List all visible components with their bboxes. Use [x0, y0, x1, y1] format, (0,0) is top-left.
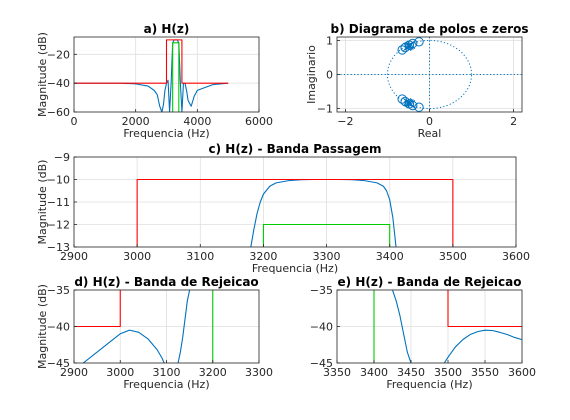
series-line-response-0 [391, 290, 412, 363]
y-axis-label: Imaginario [305, 45, 318, 104]
zero-marker-5 [397, 94, 407, 104]
x-tick-label: 3000 [123, 250, 151, 263]
chart-c: 2900 3000 3100 3200 3300 3400 3500 3600 −13 −12 −1… [36, 142, 530, 275]
chart-e: 3350 3400 3450 3500 3550 3600 −45 −40 −35 e) H(z)… [310, 275, 536, 391]
x-tick-label: 3200 [249, 250, 277, 263]
zero-marker-3 [407, 38, 418, 49]
zero-marker-4 [414, 37, 424, 47]
x-tick-label: 3100 [153, 366, 181, 379]
series-line-template-1 [74, 39, 229, 84]
series-line-template-2 [262, 223, 391, 247]
plot-marks [74, 39, 229, 112]
y-tick-label: −45 [47, 357, 70, 370]
y-tick-label: −60 [47, 106, 70, 119]
plot-marks [337, 37, 522, 112]
zero-marker-0 [397, 45, 407, 55]
x-tick-label: 3000 [106, 366, 134, 379]
plot-marks [373, 290, 522, 363]
plot-marks [136, 178, 454, 247]
x-tick-label: 3300 [245, 366, 273, 379]
x-tick-label: 3450 [397, 366, 425, 379]
chart-d: 2900 3000 3100 3200 3300 −45 −40 −35 d) H(z) - B… [36, 275, 273, 391]
x-tick-label: 3600 [502, 250, 530, 263]
x-tick-label: −2 [337, 115, 353, 128]
series-line-response-0 [74, 39, 229, 112]
y-tick-label: −1 [317, 103, 333, 116]
axes-frame [73, 36, 260, 113]
y-tick-label: −40 [310, 321, 333, 334]
plot-marks [74, 290, 214, 363]
pole-marker-7 [406, 100, 416, 109]
series-line-template-2 [447, 290, 522, 328]
y-tick-label: 1 [326, 34, 333, 47]
y-tick-label: −40 [47, 321, 70, 334]
x-tick-label: 3400 [360, 366, 388, 379]
x-axis-label: Real [418, 127, 442, 140]
x-axis-label: Frequencia (Hz) [123, 127, 209, 140]
y-tick-label: −13 [47, 241, 70, 254]
zero-marker-9 [414, 102, 424, 112]
x-tick-label: 3350 [323, 366, 351, 379]
x-axis-label: Frequencia (Hz) [123, 378, 209, 391]
x-tick-label: 2900 [60, 250, 88, 263]
x-tick-label: 6000 [245, 115, 273, 128]
y-tick-label: −20 [47, 48, 70, 61]
y-tick-label: −35 [310, 284, 333, 297]
x-tick-label: 3550 [471, 366, 499, 379]
series-line-template-1 [136, 178, 454, 247]
chart-title: e) H(z) - Banda de Rejeicao [338, 275, 522, 289]
y-tick-label: −11 [47, 196, 70, 209]
series-line-response-0 [82, 329, 165, 363]
x-tick-label: 0 [71, 115, 78, 128]
x-tick-label: 3500 [434, 366, 462, 379]
chart-title: b) Diagrama de polos e zeros [331, 22, 529, 36]
x-tick-label: 3400 [376, 250, 404, 263]
series-line-template-2 [74, 290, 121, 328]
x-tick-label: 3600 [508, 366, 536, 379]
y-tick-label: −45 [310, 357, 333, 370]
x-tick-label: 2900 [60, 366, 88, 379]
zero-marker-8 [407, 100, 418, 111]
y-axis-label: Magnitude (dB) [36, 32, 49, 117]
x-tick-label: 3200 [199, 366, 227, 379]
x-axis-label: Frequencia (Hz) [252, 262, 338, 275]
y-tick-label: 0 [326, 69, 333, 82]
chart-a: 0 2000 4000 6000 −60 −40 −20 a) H(z) Frequencia … [36, 22, 273, 140]
chart-title: c) H(z) - Banda Passagem [209, 142, 382, 156]
chart-b: −2 0 2 −1 0 1b) Diagrama de polos e zeros Real… [305, 22, 528, 140]
y-tick-label: −9 [54, 151, 70, 164]
y-tick-label: −10 [47, 174, 70, 187]
unit-circle [386, 39, 473, 110]
x-tick-label: 2000 [122, 115, 150, 128]
y-tick-label: −40 [47, 77, 70, 90]
series-line-response-1 [443, 329, 522, 363]
pole-marker-3 [406, 40, 416, 49]
chart-title: d) H(z) - Banda de Rejeicao [74, 275, 258, 289]
y-axis-label: Magnitude (dB) [36, 284, 49, 369]
x-tick-label: 4000 [183, 115, 211, 128]
chart-title: a) H(z) [144, 22, 190, 36]
x-tick-label: 3500 [439, 250, 467, 263]
x-axis-label: Frequencia (Hz) [386, 378, 472, 391]
y-tick-label: −35 [47, 284, 70, 297]
series-line-template-2 [172, 42, 180, 112]
series-line-response-1 [177, 290, 191, 363]
y-axis-label: Magnitude (dB) [36, 160, 49, 245]
x-tick-label: 2 [510, 115, 517, 128]
x-tick-label: 0 [426, 115, 433, 128]
x-tick-label: 3100 [186, 250, 214, 263]
x-tick-label: 3300 [313, 250, 341, 263]
y-tick-label: −12 [47, 219, 70, 232]
